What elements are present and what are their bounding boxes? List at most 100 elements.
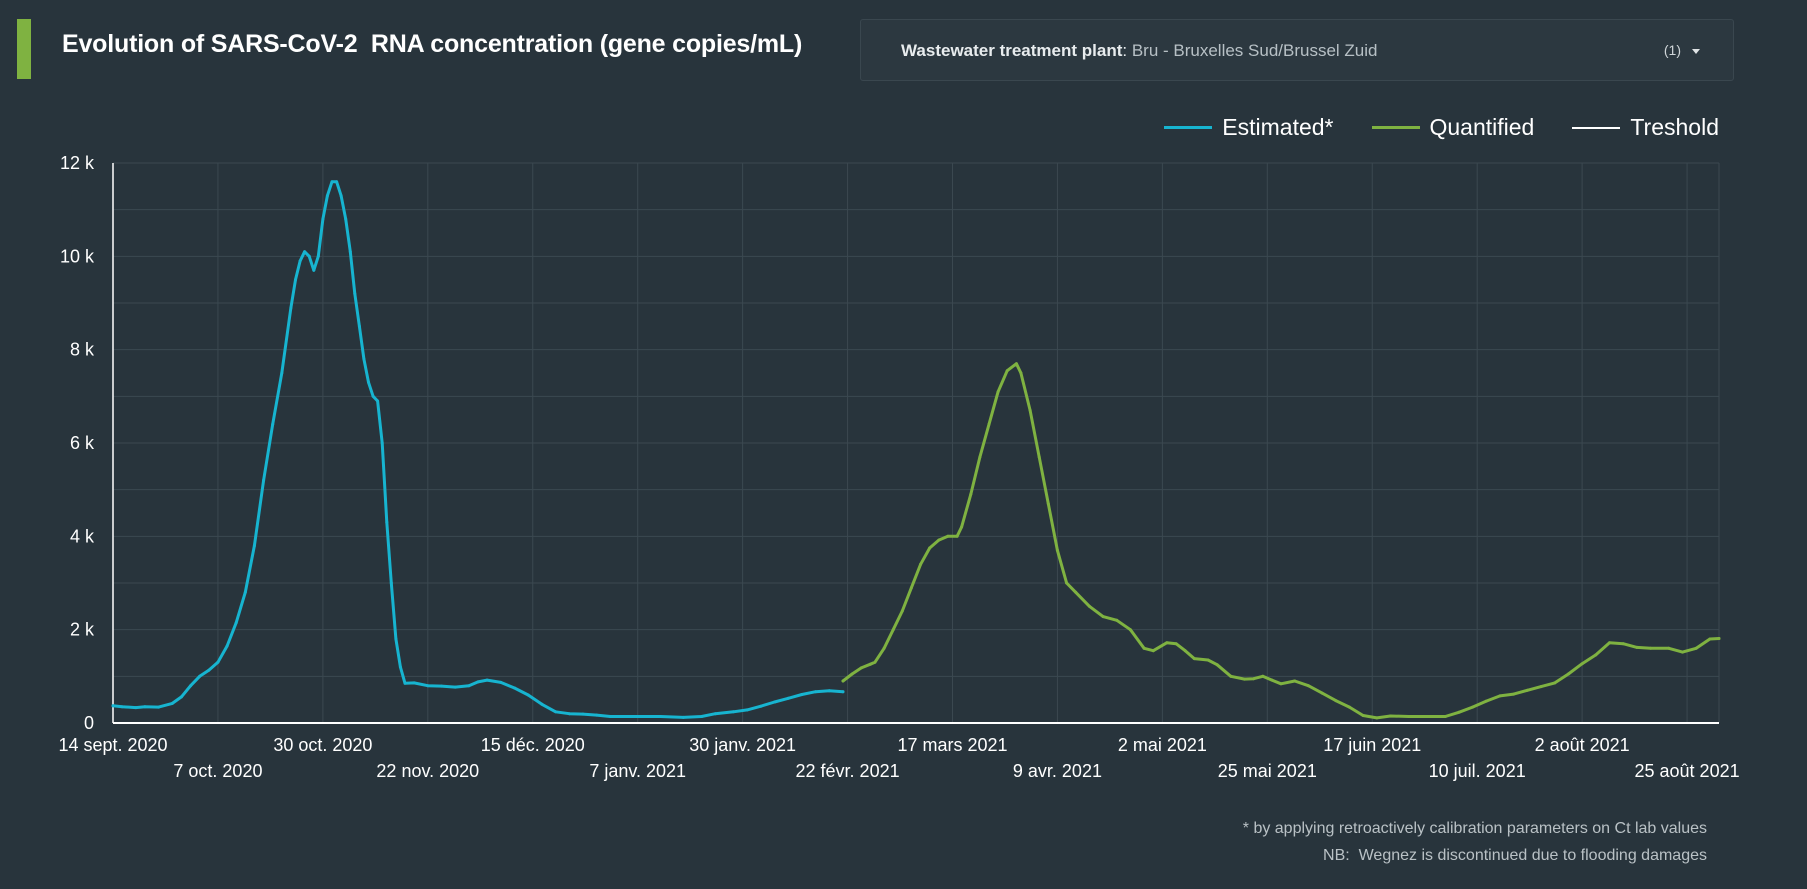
data-point-quantified — [1074, 590, 1078, 594]
data-point-quantified — [882, 646, 886, 650]
data-point-estimated — [540, 702, 544, 706]
data-point-estimated — [581, 712, 585, 716]
x-tick-label: 15 déc. 2020 — [481, 735, 585, 755]
filter-label: Wastewater treatment plant: Bru - Bruxel… — [901, 41, 1377, 61]
data-point-estimated — [335, 180, 339, 184]
y-tick-label: 8 k — [70, 340, 95, 360]
data-point-quantified — [859, 666, 863, 670]
data-point-estimated — [700, 715, 704, 718]
data-point-estimated — [170, 701, 174, 705]
data-point-estimated — [380, 441, 384, 445]
chevron-down-icon[interactable] — [1692, 49, 1700, 54]
data-point-quantified — [987, 422, 991, 426]
data-point-quantified — [1115, 618, 1119, 622]
data-point-estimated — [786, 696, 790, 700]
data-point-estimated — [225, 644, 229, 648]
data-point-quantified — [1192, 657, 1196, 661]
data-point-estimated — [732, 710, 735, 714]
y-tick-label: 4 k — [70, 526, 95, 546]
data-point-quantified — [1243, 677, 1246, 681]
data-point-quantified — [919, 562, 923, 566]
data-point-quantified — [1608, 641, 1611, 645]
data-point-estimated — [467, 684, 471, 688]
data-point-estimated — [394, 637, 398, 641]
data-point-estimated — [207, 668, 211, 672]
data-point-quantified — [969, 492, 973, 496]
data-point-estimated — [841, 690, 845, 694]
data-point-estimated — [307, 254, 311, 258]
data-point-quantified — [909, 586, 913, 590]
data-point-estimated — [814, 690, 818, 694]
data-point-quantified — [891, 628, 895, 632]
data-point-estimated — [216, 660, 220, 664]
filter-separator: : — [1122, 41, 1132, 60]
data-point-estimated — [271, 422, 275, 426]
data-point-quantified — [1512, 692, 1516, 696]
data-point-estimated — [681, 715, 685, 719]
data-point-estimated — [344, 217, 348, 221]
x-tick-label: 17 juin 2021 — [1323, 735, 1421, 755]
data-point-quantified — [1708, 637, 1712, 641]
data-point-quantified — [960, 525, 964, 529]
data-point-estimated — [513, 686, 516, 690]
data-point-quantified — [1457, 710, 1461, 714]
data-point-estimated — [713, 712, 717, 716]
data-point-quantified — [1055, 548, 1059, 552]
filter-label-key: Wastewater treatment plant — [901, 41, 1123, 60]
title-accent-bar — [17, 19, 31, 79]
data-point-quantified — [1425, 715, 1429, 718]
x-tick-label: 7 oct. 2020 — [173, 761, 262, 781]
data-point-estimated — [111, 704, 115, 708]
data-point-estimated — [321, 217, 325, 221]
legend-item-estimated[interactable]: Estimated* — [1164, 114, 1334, 141]
data-point-estimated — [325, 194, 329, 198]
data-point-quantified — [1320, 691, 1324, 695]
data-point-estimated — [526, 693, 530, 697]
data-point-estimated — [294, 278, 297, 282]
data-point-quantified — [1087, 604, 1091, 608]
data-point-quantified — [1484, 699, 1488, 703]
data-point-quantified — [1252, 677, 1256, 681]
data-point-quantified — [996, 390, 1000, 394]
data-point-estimated — [485, 678, 489, 682]
data-point-estimated — [198, 674, 202, 678]
y-tick-label: 0 — [84, 713, 94, 733]
y-tick-label: 2 k — [70, 620, 95, 640]
footnote-wegnez: NB: Wegnez is discontinued due to floodi… — [1323, 847, 1707, 864]
data-point-quantified — [1046, 502, 1050, 506]
data-point-quantified — [1566, 672, 1570, 676]
data-point-estimated — [280, 371, 284, 375]
data-point-quantified — [1553, 681, 1557, 685]
data-point-quantified — [1717, 637, 1721, 640]
data-point-estimated — [499, 680, 503, 684]
data-point-estimated — [298, 259, 302, 263]
data-point-quantified — [1142, 646, 1146, 650]
data-point-estimated — [348, 250, 352, 254]
data-point-quantified — [841, 679, 845, 683]
data-point-quantified — [1037, 455, 1041, 459]
filter-value: Bru - Bruxelles Sud/Brussel Zuid — [1131, 41, 1378, 60]
data-point-quantified — [1667, 646, 1671, 650]
legend-label-treshold: Treshold — [1630, 114, 1719, 140]
data-point-estimated — [371, 394, 375, 398]
data-point-estimated — [385, 520, 389, 524]
data-point-estimated — [120, 705, 124, 709]
legend-item-quantified[interactable]: Quantified — [1371, 114, 1534, 141]
data-point-estimated — [608, 715, 612, 718]
data-point-quantified — [946, 534, 950, 538]
data-point-estimated — [476, 680, 480, 684]
data-point-estimated — [134, 706, 138, 710]
x-tick-label: 22 févr. 2021 — [796, 761, 900, 781]
data-point-quantified — [1407, 715, 1411, 718]
wastewater-plant-filter[interactable]: Wastewater treatment plant: Bru - Bruxel… — [860, 19, 1734, 81]
data-point-estimated — [289, 306, 293, 310]
data-point-quantified — [1279, 682, 1283, 686]
data-point-quantified — [1635, 645, 1639, 649]
x-tick-label: 14 sept. 2020 — [58, 735, 167, 755]
data-point-quantified — [1525, 688, 1529, 692]
legend-item-treshold[interactable]: Treshold — [1572, 114, 1719, 141]
y-tick-label: 6 k — [70, 433, 95, 453]
data-point-estimated — [554, 710, 558, 714]
data-point-estimated — [252, 544, 256, 548]
